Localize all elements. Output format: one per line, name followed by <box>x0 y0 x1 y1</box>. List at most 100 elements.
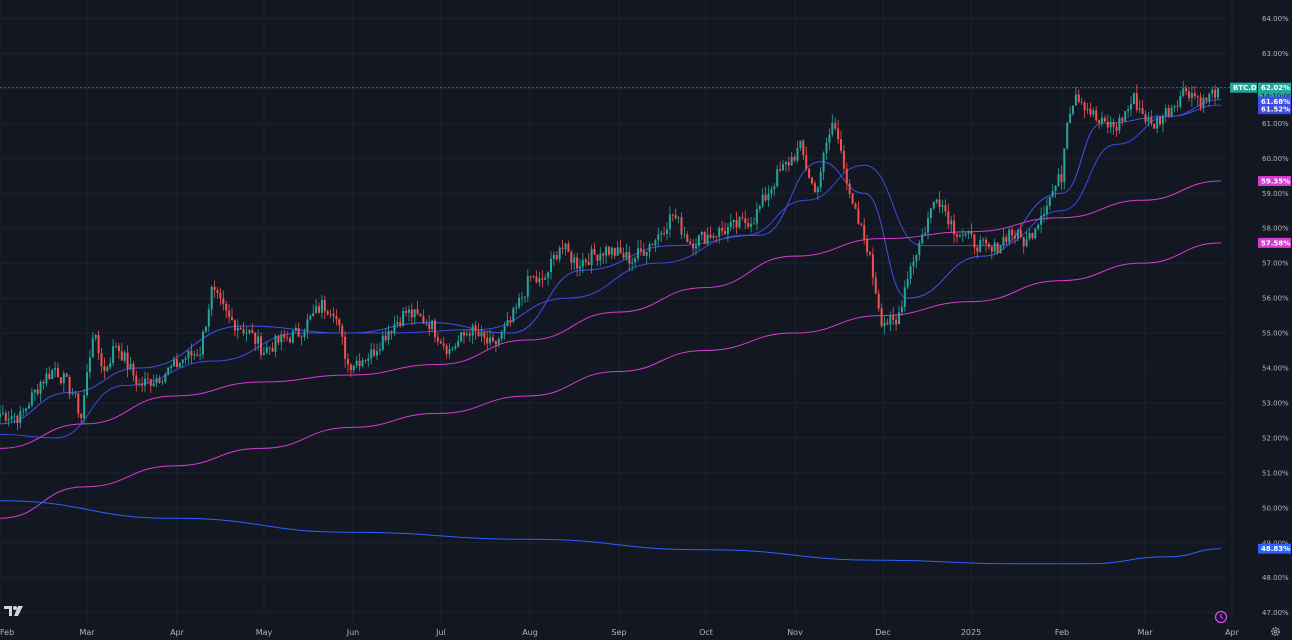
candle-body <box>1031 233 1034 239</box>
candle-body <box>431 320 434 330</box>
candle-body <box>315 306 318 314</box>
candle-body <box>686 234 689 242</box>
candle-body <box>91 338 94 358</box>
y-tick-label: 50.00% <box>1262 504 1289 512</box>
candle-body <box>39 382 42 394</box>
candle-body <box>184 358 187 360</box>
candle-body <box>889 315 892 325</box>
candle-body <box>126 352 129 369</box>
candle-body <box>329 314 332 315</box>
y-tick-label: 49.00% <box>1262 539 1289 547</box>
candle-body <box>309 315 312 320</box>
candle-body <box>442 343 445 346</box>
candle-body <box>338 319 341 326</box>
candle-body <box>706 234 709 244</box>
candle-body <box>802 140 805 156</box>
candle-body <box>1196 96 1199 98</box>
candle-body <box>277 335 280 343</box>
candle-body <box>567 243 570 252</box>
candle-body <box>692 243 695 249</box>
candle-body <box>764 194 767 201</box>
candle-body <box>729 222 732 228</box>
candle-body <box>294 327 297 331</box>
candle-body <box>239 327 242 330</box>
candle-body <box>155 378 158 384</box>
candle-body <box>364 360 367 362</box>
candle-body <box>100 353 103 367</box>
candle-body <box>842 150 845 169</box>
ma-value-tag <box>1258 176 1291 187</box>
candle-body <box>1109 121 1112 128</box>
candle-body <box>866 239 869 253</box>
candle-body <box>985 239 987 244</box>
candle-body <box>291 330 294 343</box>
candle-body <box>871 254 874 278</box>
candle-body <box>738 217 741 228</box>
candle-body <box>83 395 86 419</box>
candle-body <box>492 337 494 341</box>
tradingview-logo-icon[interactable] <box>4 604 26 618</box>
candle-body <box>370 349 373 359</box>
candle-body <box>51 369 54 379</box>
candle-body <box>286 337 289 339</box>
candle-body <box>790 156 793 166</box>
y-tick-label: 47.00% <box>1262 609 1289 617</box>
candle-body <box>1121 117 1124 122</box>
candle-body <box>425 323 428 325</box>
candle-body <box>584 259 587 262</box>
candle-body <box>1153 123 1156 129</box>
candle-body <box>1060 174 1063 183</box>
candle-body <box>918 243 921 255</box>
candle-body <box>480 331 483 337</box>
candle-body <box>663 233 666 234</box>
symbol-tag <box>1230 82 1257 93</box>
candle-body <box>500 331 503 339</box>
candle-body <box>422 316 425 324</box>
candle-body <box>767 193 770 201</box>
candle-body <box>1115 126 1118 131</box>
candle-body <box>645 251 648 256</box>
candle-body <box>1037 224 1040 229</box>
last-price-value: 62.02% <box>1261 84 1290 92</box>
y-tick-label: 53.00% <box>1262 399 1289 407</box>
candle-body <box>956 234 958 237</box>
x-tick-label: Nov <box>787 628 803 637</box>
candle-body <box>570 251 573 263</box>
candle-body <box>1106 121 1109 128</box>
candle-body <box>1048 196 1051 206</box>
candle-body <box>677 217 680 219</box>
candle-body <box>613 247 616 256</box>
candle-body <box>216 290 219 294</box>
candle-body <box>268 347 271 349</box>
candle-body <box>900 306 903 313</box>
candle-body <box>819 171 822 188</box>
candle-body <box>550 258 552 273</box>
candle-body <box>257 336 260 344</box>
candle-body <box>848 183 851 194</box>
candle-body <box>747 223 750 227</box>
candle-body <box>880 308 883 327</box>
price-tags: BTC.D62.02%14:10:0061.68%61.52%59.35%57.… <box>1230 82 1292 554</box>
candle-body <box>1190 93 1193 99</box>
candle-body <box>1132 93 1135 105</box>
y-tick-label: 64.00% <box>1262 15 1289 23</box>
candle-body <box>289 338 291 343</box>
gear-icon[interactable] <box>1270 626 1281 637</box>
candlestick-series[interactable] <box>0 81 1219 431</box>
candle-body <box>161 382 164 383</box>
candle-body <box>170 366 173 368</box>
moving-average-line <box>0 242 1221 519</box>
alert-clock-icon[interactable] <box>1214 610 1228 624</box>
candle-body <box>465 333 468 336</box>
candle-body <box>231 316 233 321</box>
candle-body <box>106 367 109 371</box>
candle-body <box>1077 94 1080 102</box>
candle-body <box>1211 89 1214 94</box>
candle-body <box>173 359 175 367</box>
candle-body <box>715 235 718 237</box>
time-axis[interactable]: Feb Mar Apr May Jun Jul Aug Sep Oct Nov Dec 2025 Feb… <box>0 628 1240 637</box>
candle-body <box>915 254 918 262</box>
x-tick-label: Mar <box>1137 628 1153 637</box>
candle-body <box>352 365 355 371</box>
